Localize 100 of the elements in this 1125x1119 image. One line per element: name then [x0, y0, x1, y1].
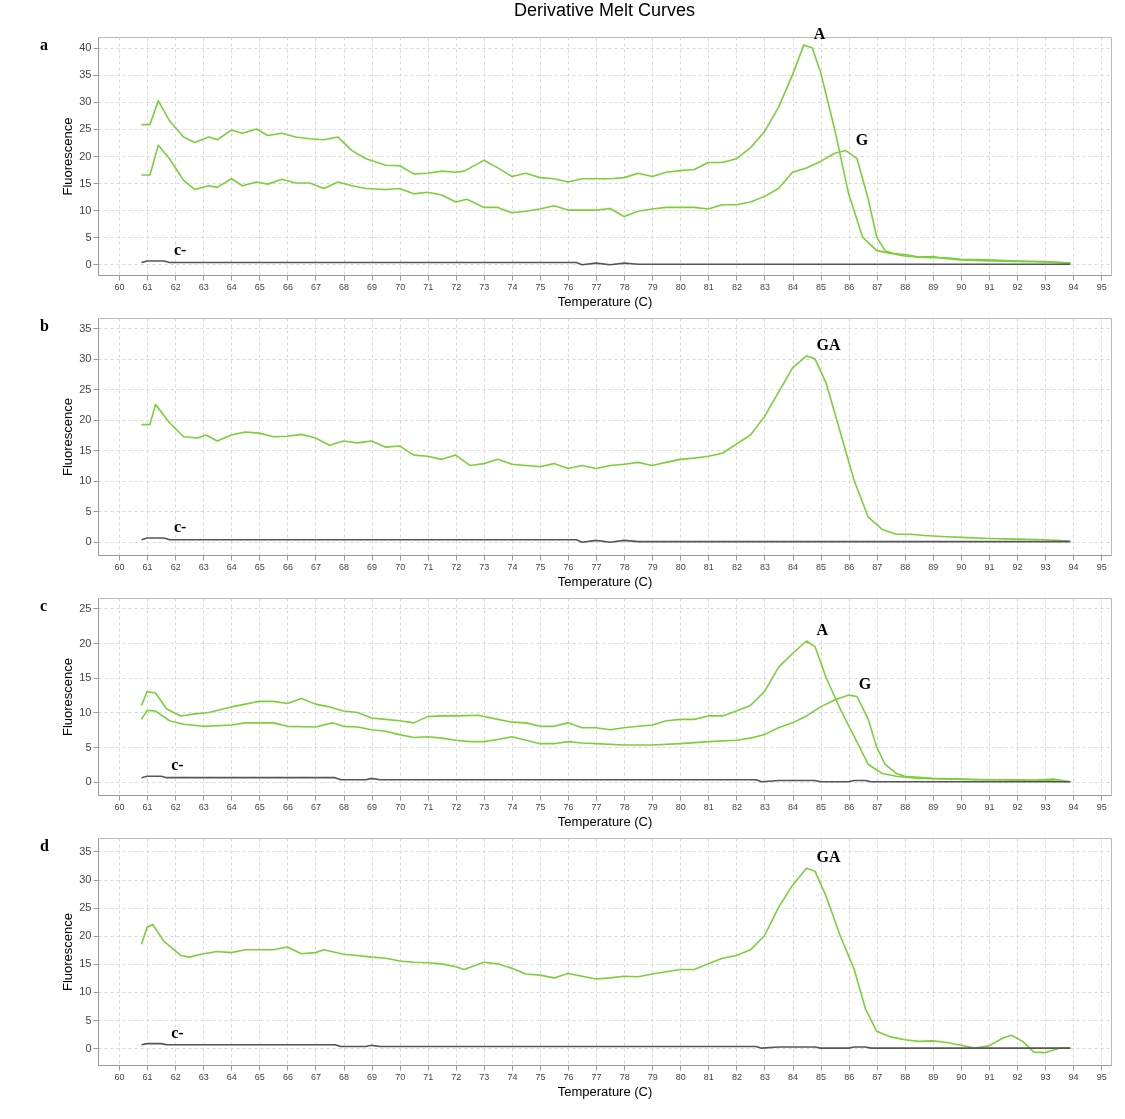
x-tick-label: 77 — [591, 1071, 602, 1082]
x-tick-label: 80 — [675, 1071, 686, 1082]
x-tick-label: 63 — [198, 281, 209, 292]
x-tick-label: 66 — [282, 281, 293, 292]
y-tick-label: 10 — [79, 474, 92, 487]
x-axis-title: Temperature (C) — [557, 813, 653, 829]
x-tick-label: 90 — [956, 1071, 967, 1082]
x-tick-label: 79 — [647, 801, 658, 812]
x-tick-label: 81 — [703, 281, 714, 292]
x-tick-label: 60 — [114, 801, 125, 812]
x-tick-label: 88 — [900, 801, 911, 812]
y-tick-label: 35 — [79, 68, 92, 81]
x-tick-label: 92 — [1012, 1071, 1023, 1082]
x-tick-label: 91 — [984, 281, 995, 292]
x-tick-label: 62 — [170, 1071, 181, 1082]
x-tick-label: 72 — [451, 561, 462, 572]
series-label: GA — [816, 335, 841, 353]
x-tick-label: 75 — [535, 561, 546, 572]
x-tick-label: 70 — [395, 561, 406, 572]
x-tick-label: 61 — [142, 561, 153, 572]
x-tick-label: 87 — [872, 561, 883, 572]
x-tick-label: 87 — [872, 281, 883, 292]
text: d — [40, 837, 49, 854]
y-tick-label: 0 — [85, 257, 92, 270]
x-tick-label: 89 — [928, 801, 939, 812]
x-tick-label: 76 — [563, 1071, 574, 1082]
x-tick-label: 61 — [142, 801, 153, 812]
x-tick-label: 68 — [339, 1071, 350, 1082]
x-tick-label: 90 — [956, 281, 967, 292]
x-tick-label: 62 — [170, 281, 181, 292]
x-tick-label: 84 — [788, 281, 799, 292]
x-tick-label: 62 — [170, 561, 181, 572]
x-tick-label: 93 — [1040, 1071, 1051, 1082]
x-tick-label: 75 — [535, 281, 546, 292]
x-tick-label: 90 — [956, 561, 967, 572]
x-tick-label: 95 — [1096, 561, 1107, 572]
x-tick-label: 81 — [703, 561, 714, 572]
x-tick-label: 82 — [731, 281, 742, 292]
x-tick-label: 92 — [1012, 561, 1023, 572]
x-tick-label: 76 — [563, 561, 574, 572]
y-axis-title: Fluorescence — [60, 912, 76, 992]
y-tick-label: 15 — [79, 443, 92, 456]
x-tick-label: 81 — [703, 1071, 714, 1082]
y-tick-label: 5 — [85, 740, 92, 753]
series-label: c- — [173, 240, 187, 258]
y-tick-label: 30 — [79, 873, 92, 886]
x-tick-label: 88 — [900, 281, 911, 292]
series-label: A — [816, 621, 829, 639]
y-tick-label: 20 — [79, 929, 92, 942]
x-tick-label: 82 — [731, 801, 742, 812]
x-tick-label: 72 — [451, 1071, 462, 1082]
y-tick-label: 40 — [79, 41, 92, 54]
y-tick-label: 35 — [79, 844, 92, 857]
y-tick-label: 25 — [79, 382, 92, 395]
x-tick-label: 69 — [367, 561, 378, 572]
y-axis-title: Fluorescence — [60, 397, 76, 477]
x-tick-label: 76 — [563, 801, 574, 812]
y-tick-label: 15 — [79, 176, 92, 189]
x-tick-label: 92 — [1012, 801, 1023, 812]
x-tick-label: 83 — [759, 281, 770, 292]
x-tick-label: 94 — [1068, 281, 1079, 292]
x-tick-label: 64 — [226, 281, 237, 292]
x-tick-label: 74 — [507, 1071, 518, 1082]
text: a — [40, 36, 48, 53]
y-tick-label: 25 — [79, 122, 92, 135]
x-tick-label: 85 — [816, 1071, 827, 1082]
x-tick-label: 69 — [367, 1071, 378, 1082]
x-tick-label: 74 — [507, 281, 518, 292]
x-tick-label: 68 — [339, 801, 350, 812]
x-tick-label: 94 — [1068, 801, 1079, 812]
text: c — [40, 597, 48, 614]
x-tick-label: 71 — [423, 281, 434, 292]
x-tick-label: 95 — [1096, 1071, 1107, 1082]
x-tick-label: 86 — [844, 281, 855, 292]
x-tick-label: 92 — [1012, 281, 1023, 292]
x-axis-title: Temperature (C) — [557, 293, 653, 309]
x-tick-label: 71 — [423, 561, 434, 572]
series-label: c- — [173, 517, 187, 535]
y-axis-title: Fluorescence — [60, 657, 76, 737]
x-tick-label: 91 — [984, 1071, 995, 1082]
x-tick-label: 88 — [900, 561, 911, 572]
y-tick-label: 20 — [79, 636, 92, 649]
x-tick-label: 69 — [367, 801, 378, 812]
chart-title: Derivative Melt Curves — [513, 0, 696, 21]
x-tick-label: 68 — [339, 281, 350, 292]
x-tick-label: 79 — [647, 1071, 658, 1082]
x-tick-label: 60 — [114, 281, 125, 292]
x-tick-label: 84 — [788, 561, 799, 572]
x-axis-title: Temperature (C) — [557, 573, 653, 589]
x-tick-label: 83 — [759, 561, 770, 572]
x-tick-label: 84 — [788, 801, 799, 812]
x-tick-label: 82 — [731, 1071, 742, 1082]
x-tick-label: 67 — [310, 281, 321, 292]
x-tick-label: 73 — [479, 281, 490, 292]
y-tick-label: 20 — [79, 149, 92, 162]
x-tick-label: 66 — [282, 801, 293, 812]
x-tick-label: 66 — [282, 1071, 293, 1082]
x-tick-label: 75 — [535, 801, 546, 812]
y-tick-label: 25 — [79, 601, 92, 614]
x-tick-label: 63 — [198, 1071, 209, 1082]
